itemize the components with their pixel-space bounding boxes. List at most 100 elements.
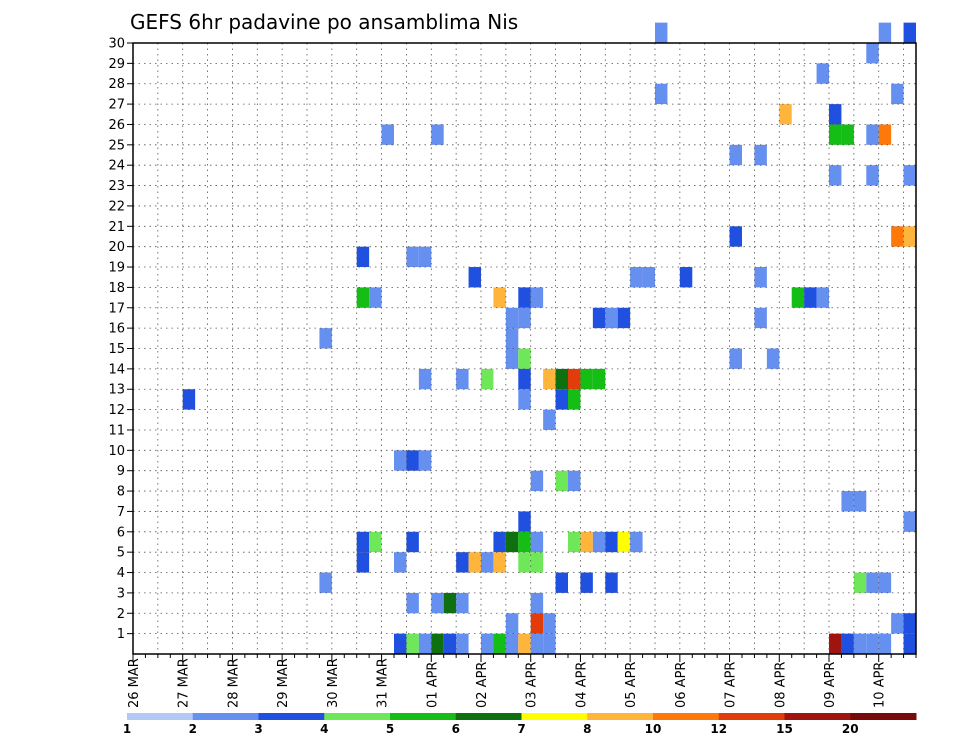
- heat-cell: [481, 633, 494, 654]
- x-tick-label: 06 APR: [674, 662, 689, 708]
- heat-cell: [431, 633, 444, 654]
- heat-cell: [679, 267, 693, 288]
- heat-cell: [630, 267, 643, 288]
- heat-cell: [592, 307, 606, 329]
- heat-cell: [568, 389, 581, 410]
- heat-cell: [406, 633, 419, 654]
- heat-cell: [729, 144, 742, 166]
- heat-cell: [505, 613, 519, 634]
- heat-cell: [530, 552, 544, 573]
- y-axis: 1234567891011121314151617181920212223242…: [108, 37, 133, 642]
- x-tick-label: 02 APR: [475, 662, 490, 708]
- heat-cell: [182, 389, 196, 410]
- heat-cell: [729, 348, 742, 369]
- legend-label: 20: [842, 722, 859, 736]
- heat-cell: [406, 531, 419, 553]
- y-tick-label: 3: [117, 586, 125, 601]
- heat-cell: [903, 165, 916, 186]
- heat-cell: [605, 572, 618, 593]
- heat-cell: [866, 124, 879, 145]
- heat-cell: [580, 368, 593, 390]
- heat-cell: [530, 592, 544, 614]
- legend-swatch: [455, 713, 522, 720]
- legend-swatch: [784, 713, 851, 720]
- heat-cell: [418, 368, 432, 390]
- heat-cell: [829, 165, 842, 186]
- y-tick-label: 9: [117, 464, 125, 479]
- heat-cell: [568, 368, 581, 390]
- heat-cell: [891, 613, 904, 634]
- y-tick-label: 19: [108, 261, 125, 276]
- legend-label: 4: [320, 722, 328, 736]
- heat-cell: [543, 633, 556, 654]
- heat-cell: [518, 287, 531, 308]
- heat-cell: [356, 246, 370, 268]
- y-tick-label: 4: [117, 566, 125, 581]
- x-tick-label: 08 APR: [773, 662, 788, 708]
- heat-cell: [394, 450, 407, 471]
- y-tick-label: 13: [108, 383, 125, 398]
- heat-cell: [891, 226, 904, 247]
- y-tick-label: 2: [117, 607, 125, 622]
- heat-cell: [816, 63, 829, 84]
- y-tick-label: 20: [108, 240, 125, 255]
- heat-cell: [394, 552, 407, 573]
- heat-cell: [356, 552, 370, 573]
- y-tick-label: 25: [108, 138, 125, 153]
- heat-cell: [518, 368, 531, 390]
- heat-cell: [443, 633, 457, 654]
- heat-cell: [853, 572, 867, 593]
- heat-cell: [418, 450, 432, 471]
- heat-cell: [729, 226, 742, 247]
- y-tick-label: 17: [108, 301, 125, 316]
- heat-cell: [878, 633, 892, 654]
- heat-cell: [443, 592, 457, 614]
- heat-cell: [555, 572, 568, 593]
- x-tick-label: 31 MAR: [376, 658, 391, 708]
- heat-cell: [754, 307, 767, 329]
- heat-cell: [568, 531, 581, 553]
- heat-cell: [543, 613, 556, 634]
- y-tick-label: 15: [108, 342, 125, 357]
- heat-cell: [592, 368, 606, 390]
- heat-cell: [605, 307, 618, 329]
- heat-cell: [605, 531, 618, 553]
- heat-cell: [841, 633, 854, 654]
- heat-cell: [791, 287, 805, 308]
- heat-cell: [866, 572, 879, 593]
- heat-cell: [406, 592, 419, 614]
- legend-label: 2: [189, 722, 197, 736]
- y-tick-label: 24: [108, 159, 125, 174]
- y-tick-label: 29: [108, 57, 125, 72]
- y-tick-label: 27: [108, 98, 125, 113]
- legend-label: 12: [710, 722, 727, 736]
- y-tick-label: 18: [108, 281, 125, 296]
- y-tick-label: 11: [108, 423, 125, 438]
- heat-cell: [530, 613, 544, 634]
- heat-cell: [505, 633, 519, 654]
- heat-cell: [369, 287, 382, 308]
- y-tick-label: 23: [108, 179, 125, 194]
- heat-cell: [468, 267, 481, 288]
- x-tick-label: 27 MAR: [177, 658, 192, 708]
- heat-cell: [356, 531, 370, 553]
- heat-cell: [530, 633, 544, 654]
- heat-cell: [878, 124, 892, 145]
- heat-cell: [878, 22, 892, 43]
- legend-swatch: [521, 713, 588, 720]
- y-tick-label: 6: [117, 525, 125, 540]
- y-tick-label: 26: [108, 118, 125, 133]
- x-tick-label: 09 APR: [823, 662, 838, 708]
- heat-cell: [543, 409, 556, 430]
- heat-cell: [866, 43, 879, 64]
- heat-cell: [356, 287, 370, 308]
- heat-cell: [829, 104, 842, 125]
- heat-cell: [655, 83, 668, 105]
- heat-cell: [406, 246, 419, 268]
- heat-cell: [903, 22, 916, 43]
- heat-cell: [580, 572, 593, 593]
- heat-cell: [530, 470, 544, 492]
- heat-cell: [617, 307, 631, 329]
- heat-cell: [418, 246, 432, 268]
- y-tick-label: 8: [117, 485, 125, 500]
